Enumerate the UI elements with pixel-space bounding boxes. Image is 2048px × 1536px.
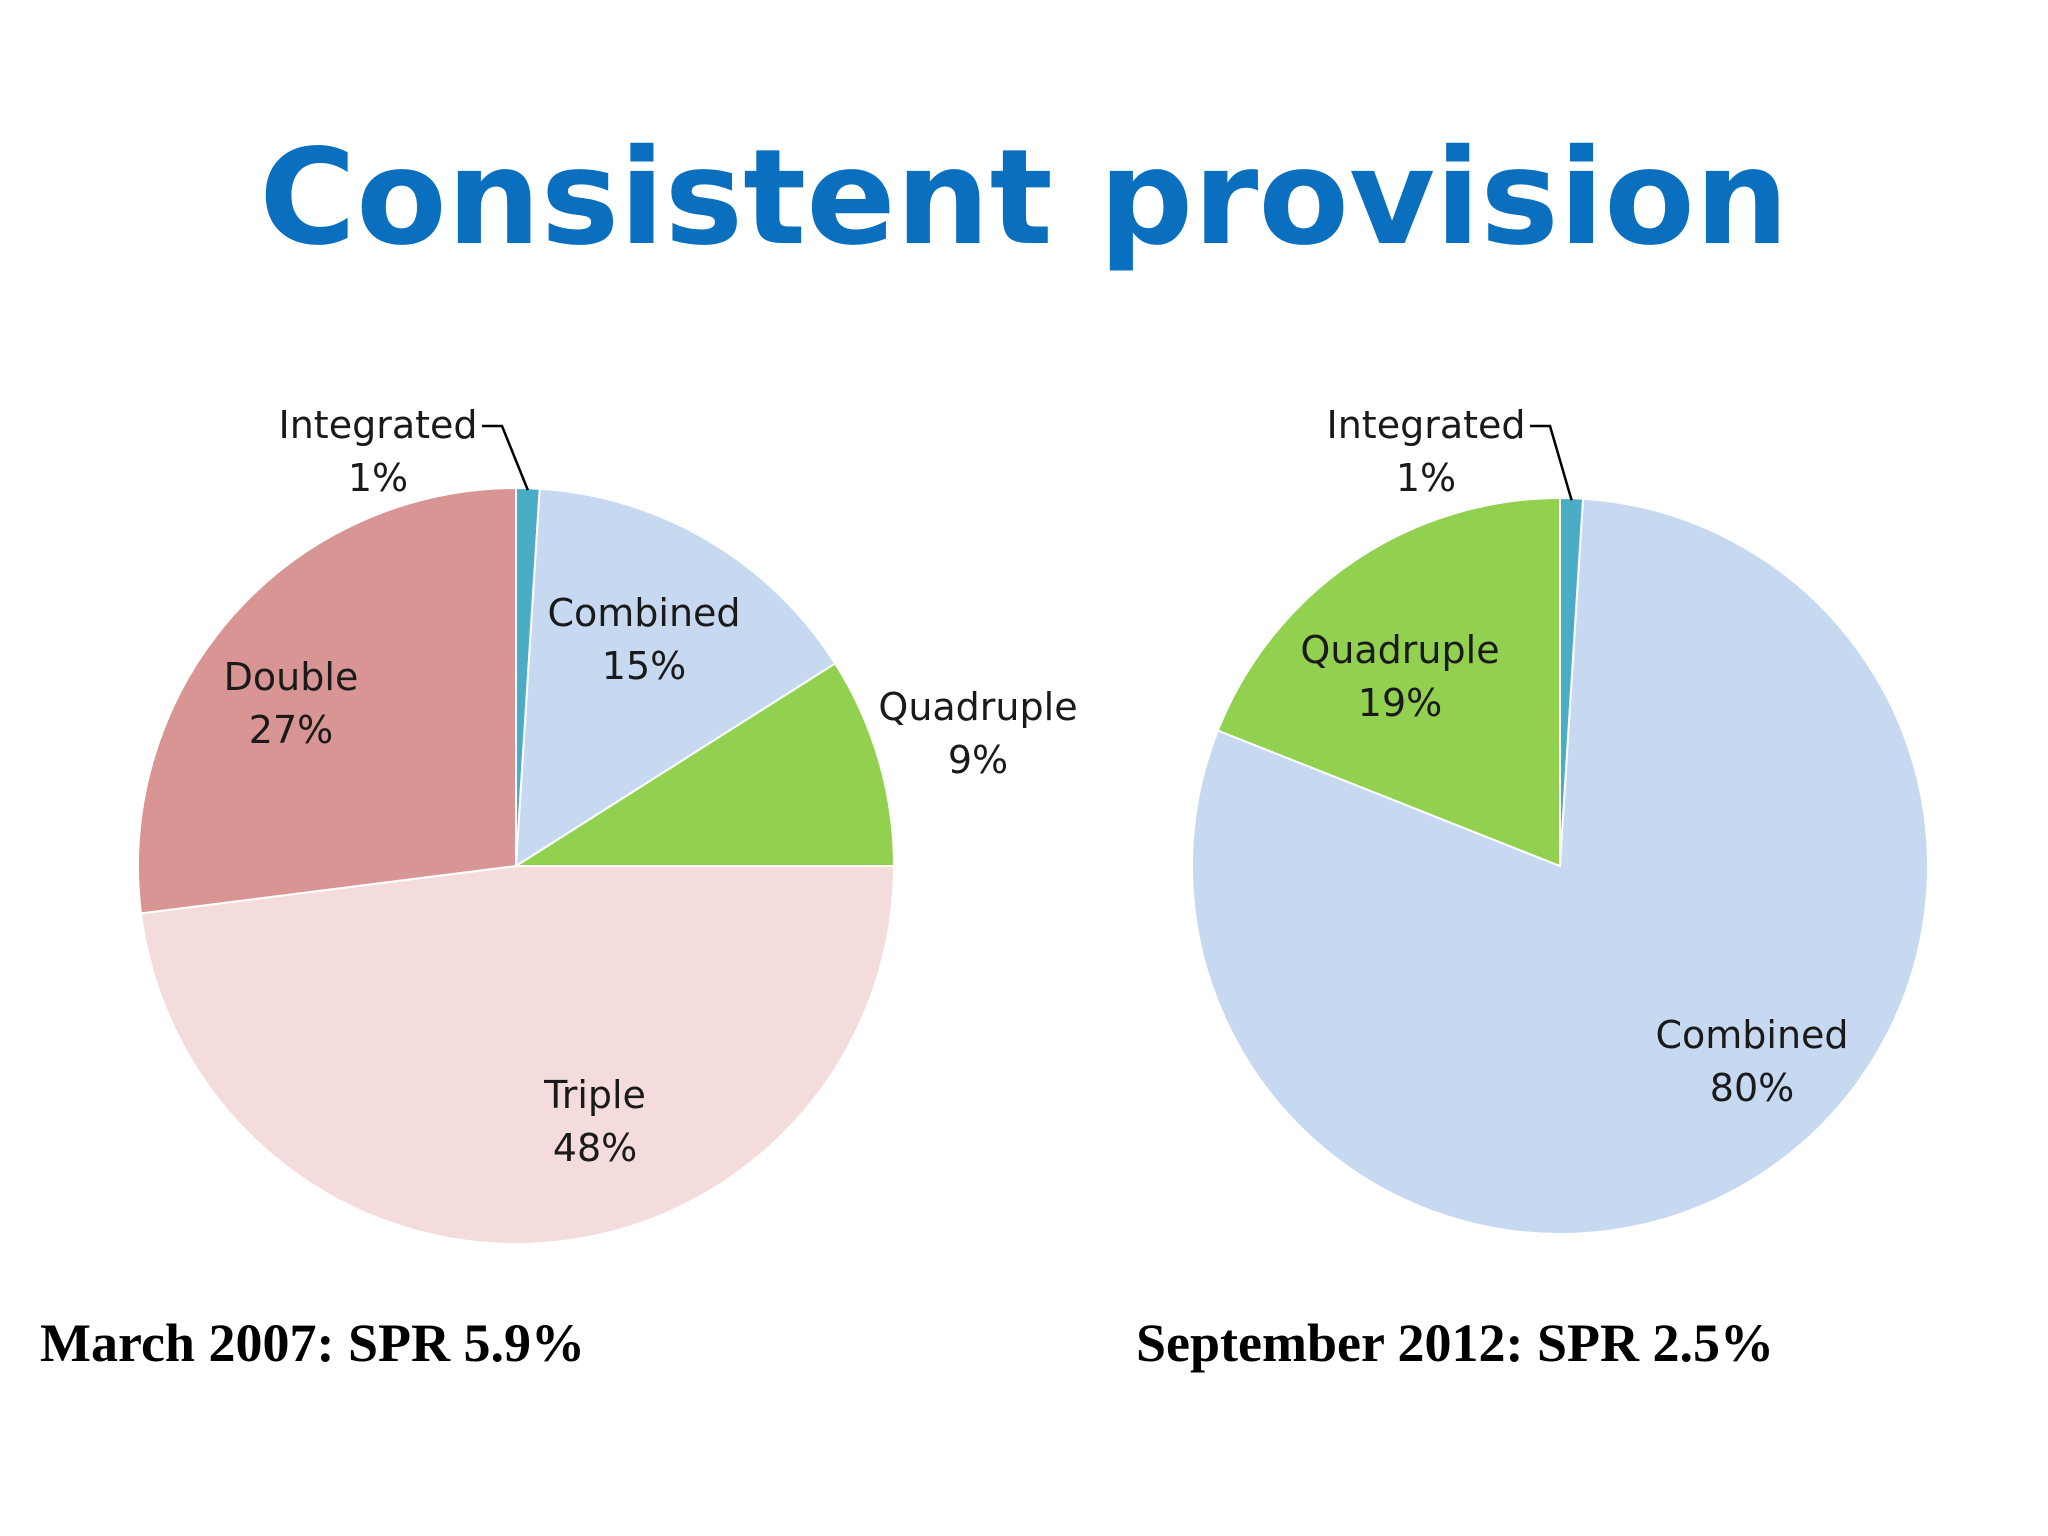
slice-label-combined: Combined bbox=[1655, 1013, 1848, 1057]
slice-label-combined: Combined bbox=[547, 591, 740, 635]
slide-title: Consistent provision bbox=[259, 121, 1789, 275]
slice-label-integrated: Integrated bbox=[1327, 403, 1526, 447]
slice-value-quadruple: 9% bbox=[948, 738, 1008, 782]
pie-chart-september-2012: Integrated 1% Combined 80% Quadruple 19% bbox=[1191, 403, 1929, 1236]
leader-line-integrated bbox=[482, 424, 530, 491]
slice-value-triple: 48% bbox=[553, 1126, 637, 1170]
caption-march-2007: March 2007: SPR 5.9% bbox=[40, 1313, 585, 1373]
slice-label-quadruple: Quadruple bbox=[878, 685, 1077, 729]
leader-line-integrated bbox=[1530, 424, 1573, 501]
pie-slice-combined bbox=[514, 487, 837, 868]
pie-slice-quadruple bbox=[1216, 496, 1561, 868]
slice-value-combined: 80% bbox=[1710, 1066, 1794, 1110]
slice-value-double: 27% bbox=[249, 708, 333, 752]
slice-value-integrated: 1% bbox=[1396, 456, 1456, 500]
pie-slice-triple bbox=[139, 865, 896, 1246]
pie-slice-quadruple bbox=[512, 662, 896, 867]
slice-label-double: Double bbox=[224, 655, 359, 699]
pie-chart-march-2007: Integrated 1% Combined 15% Quadruple 9% Triple… bbox=[136, 403, 1078, 1246]
slice-label-quadruple: Quadruple bbox=[1300, 628, 1499, 672]
slice-label-triple: Triple bbox=[543, 1073, 646, 1117]
slice-label-integrated: Integrated bbox=[279, 403, 478, 447]
slice-value-quadruple: 19% bbox=[1358, 681, 1442, 725]
slice-value-integrated: 1% bbox=[348, 456, 408, 500]
pie-slice-double bbox=[136, 486, 517, 915]
caption-september-2012: September 2012: SPR 2.5% bbox=[1136, 1313, 1774, 1373]
slice-value-combined: 15% bbox=[602, 644, 686, 688]
